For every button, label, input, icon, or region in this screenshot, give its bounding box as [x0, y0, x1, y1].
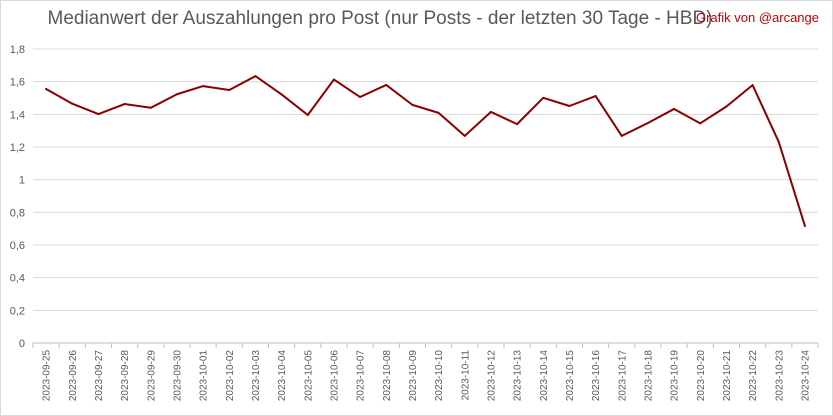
x-tick-label: 2023-09-30 [172, 350, 183, 402]
y-axis: 0 0,2 0,4 0,6 0,8 1 1,2 1,4 1,6 1,8 [10, 44, 25, 350]
data-point [777, 140, 780, 143]
x-tick-label: 2023-09-26 [68, 350, 79, 402]
series-line-group [45, 75, 806, 227]
data-point [411, 103, 414, 106]
x-tick-label: 2023-10-21 [722, 350, 733, 402]
data-point [489, 110, 492, 113]
data-point [699, 122, 702, 125]
x-tick-label: 2023-10-18 [643, 350, 654, 402]
data-point [594, 95, 597, 98]
x-tick-label: 2023-10-04 [277, 350, 288, 402]
data-point [725, 105, 728, 108]
data-point [97, 113, 100, 116]
data-point [149, 106, 152, 109]
data-point [751, 84, 754, 87]
x-tick-label: 2023-10-15 [565, 350, 576, 402]
x-tick-label: 2023-10-14 [539, 350, 550, 402]
x-tick-label: 2023-10-02 [225, 350, 236, 402]
x-tick-label: 2023-09-29 [146, 350, 157, 402]
x-tick-label: 2023-10-11 [460, 350, 471, 401]
data-point [673, 107, 676, 110]
y-tick-label: 0,2 [10, 305, 25, 317]
x-tick-label: 2023-10-17 [617, 350, 628, 402]
x-tick-label: 2023-10-06 [329, 350, 340, 402]
x-axis: 2023-09-25 2023-09-26 2023-09-27 2023-09-28… [32, 343, 819, 402]
x-tick-label: 2023-10-20 [696, 350, 707, 402]
y-tick-label: 0,6 [10, 240, 25, 252]
series-line [45, 75, 806, 227]
x-tick-label: 2023-10-12 [486, 350, 497, 402]
x-tick-label: 2023-10-05 [303, 350, 314, 402]
y-tick-label: 0 [19, 338, 25, 350]
data-point [280, 93, 283, 96]
data-point [542, 96, 545, 99]
y-tick-label: 0,8 [10, 207, 25, 219]
data-point [45, 88, 48, 91]
x-tick-label: 2023-10-10 [434, 350, 445, 402]
y-tick-label: 1,6 [10, 77, 25, 89]
data-point [202, 85, 205, 88]
data-point [516, 123, 519, 126]
data-point [568, 105, 571, 108]
x-tick-label: 2023-10-24 [800, 350, 811, 402]
data-point [306, 113, 309, 116]
chart-title: Medianwert der Auszahlungen pro Post (nu… [47, 8, 713, 29]
data-point [463, 134, 466, 137]
data-point [254, 75, 257, 78]
chart-credit: Grafik von @arcange [695, 10, 819, 25]
data-point [385, 83, 388, 86]
x-tick-label: 2023-10-09 [408, 350, 419, 402]
x-tick-label: 2023-09-28 [120, 350, 131, 402]
gridlines [33, 48, 818, 344]
data-point [332, 78, 335, 81]
x-tick-label: 2023-10-13 [513, 350, 524, 402]
data-point [437, 111, 440, 114]
data-point [71, 102, 74, 105]
y-tick-label: 1 [19, 175, 25, 187]
data-point [228, 88, 231, 91]
x-tick-label: 2023-10-08 [382, 350, 393, 402]
y-tick-label: 1,8 [10, 44, 25, 56]
y-tick-label: 1,2 [10, 142, 25, 154]
x-tick-label: 2023-10-01 [199, 350, 210, 402]
y-tick-label: 1,4 [10, 109, 25, 121]
y-tick-label: 0,4 [10, 273, 25, 285]
data-point [175, 93, 178, 96]
x-tick-label: 2023-10-19 [670, 350, 681, 402]
x-tick-label: 2023-10-22 [748, 350, 759, 402]
x-tick-label: 2023-10-16 [591, 350, 602, 402]
data-point [803, 224, 806, 227]
data-point [620, 134, 623, 137]
x-tick-label: 2023-09-27 [94, 350, 105, 402]
x-tick-label: 2023-10-07 [356, 350, 367, 402]
data-point [646, 121, 649, 124]
x-tick-label: 2023-10-03 [251, 350, 262, 402]
data-point [359, 96, 362, 99]
data-point [123, 103, 126, 106]
x-tick-label: 2023-10-23 [774, 350, 785, 402]
x-tick-label: 2023-09-25 [42, 350, 53, 402]
